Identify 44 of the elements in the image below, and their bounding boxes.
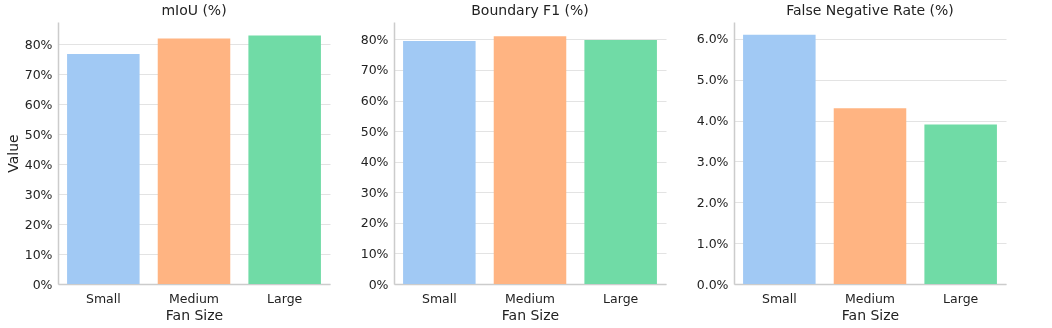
y-tick-label: 80% [24, 36, 53, 52]
y-tick-label: 70% [360, 62, 389, 78]
y-tick-label: 60% [24, 96, 53, 112]
y-tick-label: 70% [24, 66, 53, 82]
x-tick-label: Large [943, 290, 979, 306]
y-tick-label: 20% [360, 215, 389, 231]
x-tick-label: Small [421, 290, 457, 306]
x-axis-title: Fan Size [165, 307, 224, 323]
chart-title: Boundary F1 (%) [471, 2, 589, 18]
x-tick-label: Small [761, 290, 797, 306]
y-tick-label: 40% [24, 156, 53, 172]
x-tick-label: Medium [505, 290, 555, 306]
x-tick-label: Large [267, 290, 303, 306]
y-tick-label: 50% [24, 126, 53, 142]
y-tick-label: 1.0% [696, 235, 729, 251]
x-axis-title: Fan Size [841, 307, 900, 323]
bar [924, 124, 997, 284]
y-tick-label: 40% [360, 154, 389, 170]
y-tick-label: 4.0% [696, 113, 729, 129]
x-tick-label: Medium [845, 290, 895, 306]
y-tick-label: 60% [360, 93, 389, 109]
x-tick-label: Small [85, 290, 121, 306]
y-tick-label: 80% [360, 31, 389, 47]
x-axis-title: Fan Size [501, 307, 560, 323]
y-tick-label: 6.0% [696, 31, 729, 47]
y-tick-label: 30% [24, 186, 53, 202]
y-tick-label: 50% [360, 123, 389, 139]
y-tick-label: 30% [360, 184, 389, 200]
chart-title: mIoU (%) [161, 2, 227, 18]
y-axis-title: Value [4, 134, 21, 173]
y-tick-label: 0% [32, 276, 53, 292]
chart-title: False Negative Rate (%) [786, 2, 954, 18]
bar [743, 34, 816, 284]
y-tick-label: 0.0% [696, 276, 729, 292]
y-tick-label: 2.0% [696, 194, 729, 210]
x-tick-label: Medium [169, 290, 219, 306]
bar [833, 108, 907, 284]
y-tick-label: 5.0% [696, 72, 729, 88]
y-tick-label: 0% [368, 276, 389, 292]
y-tick-label: 10% [24, 246, 53, 262]
y-tick-label: 10% [360, 245, 389, 261]
y-tick-label: 20% [24, 216, 53, 232]
y-tick-label: 3.0% [696, 153, 729, 169]
x-tick-label: Large [603, 290, 639, 306]
